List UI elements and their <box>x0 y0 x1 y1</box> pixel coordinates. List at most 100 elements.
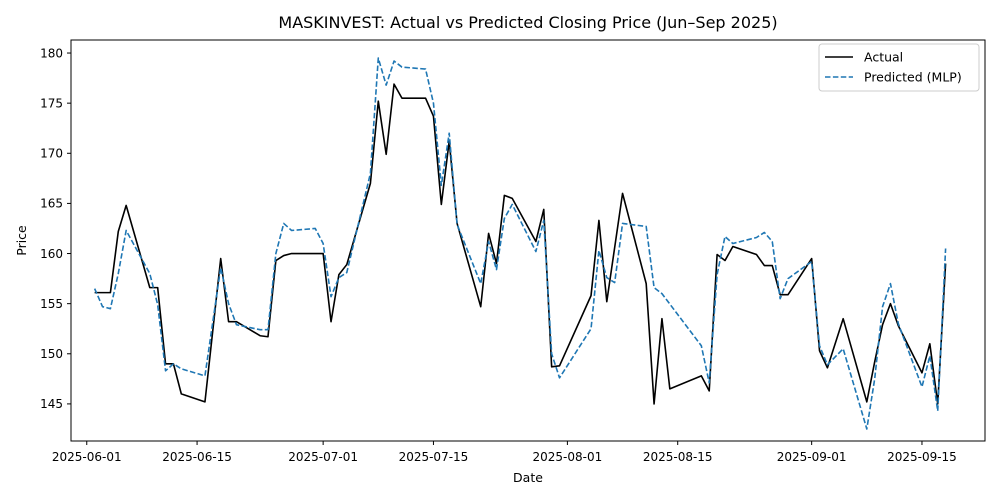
predicted-data-point <box>393 60 396 63</box>
actual-data-point <box>227 320 230 323</box>
actual-data-point <box>716 253 719 256</box>
actual-data-point <box>889 302 892 305</box>
predicted-data-point <box>897 322 900 325</box>
y-axis-label: Price <box>14 225 29 256</box>
actual-data-point <box>487 232 490 235</box>
actual-data-point <box>479 305 482 308</box>
x-tick-label: 2025-08-01 <box>533 450 603 464</box>
x-axis: 2025-06-01 2025-06-15 2025-07-01 2025-07-15… <box>52 441 957 464</box>
actual-data-point <box>700 374 703 377</box>
predicted-data-point <box>810 260 813 263</box>
predicted-data-point <box>203 374 206 377</box>
predicted-data-point <box>660 292 663 295</box>
predicted-data-point <box>708 381 711 384</box>
predicted-data-point <box>542 219 545 222</box>
actual-data-point <box>660 317 663 320</box>
predicted-data-point <box>621 222 624 225</box>
chart-title: MASKINVEST: Actual vs Predicted Closing … <box>278 13 777 32</box>
actual-data-point <box>771 264 774 267</box>
predicted-data-point <box>700 344 703 347</box>
predicted-data-point <box>755 236 758 239</box>
actual-data-point <box>873 360 876 363</box>
x-tick-label: 2025-06-01 <box>52 450 122 464</box>
y-tick-label: 150 <box>40 347 63 361</box>
actual-data-point <box>109 291 112 294</box>
predicted-data-point <box>125 229 128 232</box>
plot-frame <box>70 39 986 442</box>
actual-data-point <box>818 349 821 352</box>
actual-data-point <box>440 203 443 206</box>
actual-data-point <box>881 323 884 326</box>
predicted-data-point <box>550 352 553 355</box>
actual-data-point <box>203 400 206 403</box>
predicted-data-point <box>164 369 167 372</box>
series-line-predicted <box>93 57 947 430</box>
predicted-data-point <box>731 242 734 245</box>
predicted-data-point <box>511 203 514 206</box>
actual-data-point <box>590 294 593 297</box>
predicted-data-point <box>180 367 183 370</box>
predicted-data-point <box>156 303 159 306</box>
actual-data-point <box>503 194 506 197</box>
actual-data-point <box>219 257 222 260</box>
predicted-data-point <box>597 249 600 252</box>
predicted-data-point <box>865 427 868 430</box>
y-tick-label: 160 <box>40 247 63 261</box>
actual-data-point <box>550 365 553 368</box>
predicted-data-point <box>314 227 317 230</box>
predicted-data-point <box>266 328 269 331</box>
y-tick-label: 145 <box>40 397 63 411</box>
x-tick-label: 2025-09-15 <box>887 450 957 464</box>
actual-data-point <box>117 230 120 233</box>
actual-data-point <box>337 273 340 276</box>
legend-frame <box>818 43 980 92</box>
actual-data-point <box>330 320 333 323</box>
actual-data-point <box>597 219 600 222</box>
predicted-data-point <box>345 271 348 274</box>
predicted-data-point <box>558 376 561 379</box>
actual-data-point <box>865 400 868 403</box>
predicted-data-point <box>219 266 222 269</box>
predicted-data-point <box>259 328 262 331</box>
actual-data-point <box>180 392 183 395</box>
predicted-data-point <box>787 277 790 280</box>
y-tick-label: 180 <box>40 46 63 60</box>
y-tick-label: 175 <box>40 96 63 110</box>
predicted-data-point <box>172 362 175 365</box>
predicted-data-point <box>534 250 537 253</box>
predicted-data-point <box>889 282 892 285</box>
actual-data-point <box>810 257 813 260</box>
actual-data-point <box>259 334 262 337</box>
actual-data-point <box>920 371 923 374</box>
predicted-data-point <box>487 240 490 243</box>
y-axis: 145 150 155 160 165 170 175 180 <box>40 46 71 411</box>
actual-data-point <box>605 300 608 303</box>
actual-data-point <box>400 97 403 100</box>
predicted-data-point <box>873 377 876 380</box>
predicted-data-point <box>645 225 648 228</box>
actual-data-point <box>645 282 648 285</box>
predicted-data-point <box>148 272 151 275</box>
plot-area <box>93 57 947 430</box>
predicted-data-point <box>716 273 719 276</box>
predicted-data-point <box>227 302 230 305</box>
predicted-data-point <box>337 276 340 279</box>
actual-data-point <box>621 192 624 195</box>
actual-data-point <box>534 240 537 243</box>
legend-label-actual: Actual <box>864 50 903 65</box>
x-tick-label: 2025-08-15 <box>643 450 713 464</box>
predicted-data-point <box>826 363 829 366</box>
actual-data-point <box>282 254 285 257</box>
x-tick-label: 2025-07-01 <box>288 450 358 464</box>
predicted-data-point <box>448 132 451 135</box>
actual-data-point <box>266 335 269 338</box>
actual-data-point <box>668 387 671 390</box>
actual-data-point <box>393 83 396 86</box>
predicted-data-point <box>881 305 884 308</box>
predicted-data-point <box>944 247 947 250</box>
predicted-data-point <box>763 231 766 234</box>
predicted-data-point <box>771 240 774 243</box>
predicted-data-point <box>101 305 104 308</box>
actual-data-point <box>826 366 829 369</box>
